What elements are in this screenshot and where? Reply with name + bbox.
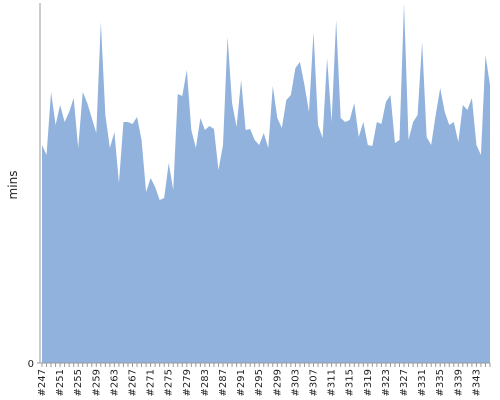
x-tick-label: #271 [146, 369, 157, 396]
x-tick-label: #275 [164, 369, 175, 396]
x-tick-label: #247 [37, 369, 48, 396]
x-tick-label: #331 [417, 369, 428, 396]
x-tick-label: #303 [290, 369, 301, 396]
x-tick-label: #259 [91, 369, 102, 396]
x-tick-label: #339 [453, 369, 464, 396]
x-tick-label: #323 [381, 369, 392, 396]
y-axis-label: mins [6, 171, 20, 200]
x-tick-label: #327 [399, 369, 410, 396]
x-tick-label: #255 [73, 369, 84, 396]
x-tick-label: #335 [435, 369, 446, 396]
x-tick-label: #319 [363, 369, 374, 396]
x-tick-label: #251 [55, 369, 66, 396]
x-tick-label: #311 [327, 369, 338, 396]
x-tick-label: #307 [309, 369, 320, 396]
x-tick-label: #295 [254, 369, 265, 396]
x-tick-label: #291 [236, 369, 247, 396]
x-tick-label: #279 [182, 369, 193, 396]
x-tick-label: #283 [200, 369, 211, 396]
x-tick-label: #299 [272, 369, 283, 396]
x-tick-label: #343 [471, 369, 482, 396]
x-tick-label: #287 [218, 369, 229, 396]
y-tick-label: 0 [28, 359, 34, 370]
area [42, 3, 490, 363]
x-tick-label: #315 [345, 369, 356, 396]
x-tick-label: #267 [128, 369, 139, 396]
x-tick-label: #263 [109, 369, 120, 396]
